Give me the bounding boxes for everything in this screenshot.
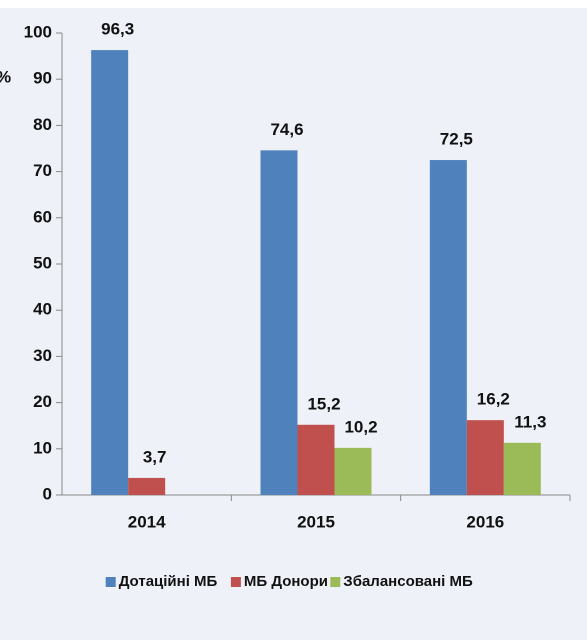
x-tick-label: 2014 [128,512,166,531]
y-axis-label: % [0,67,11,86]
value-label: 72,5 [440,130,473,149]
y-tick-label: 70 [33,161,52,180]
y-tick-label: 80 [33,115,52,134]
bar [429,160,467,496]
bar [334,447,372,495]
x-tick-label: 2015 [297,512,335,531]
y-tick-label: 20 [33,392,52,411]
value-label: 11,3 [514,412,546,431]
legend-swatch [105,577,116,587]
bar [466,420,504,495]
y-tick-label: 10 [33,438,52,457]
value-label: 96,3 [101,20,134,39]
value-label: 16,2 [477,390,510,409]
value-label: 10,2 [344,417,377,436]
y-tick-label: 30 [33,346,52,365]
legend-label: Дотаційні МБ [119,573,218,590]
legend-swatch [230,577,241,587]
legend-label: МБ Донори [244,573,328,590]
bar [91,50,129,496]
value-label: 3,7 [143,447,167,466]
y-tick-label: 60 [33,207,52,226]
value-label: 15,2 [307,394,340,413]
value-label: 74,6 [270,120,303,139]
y-tick-label: 50 [33,253,52,272]
y-tick-label: 0 [43,484,52,503]
bar [503,442,541,495]
bar [297,424,335,495]
y-tick-label: 100 [24,22,52,41]
bar [260,150,298,495]
bar [128,477,166,495]
y-tick-label: 90 [33,69,52,88]
legend-label: Збалансовані МБ [343,573,473,590]
legend-swatch [330,577,341,587]
y-tick-label: 40 [33,300,52,319]
x-tick-label: 2016 [466,512,504,531]
